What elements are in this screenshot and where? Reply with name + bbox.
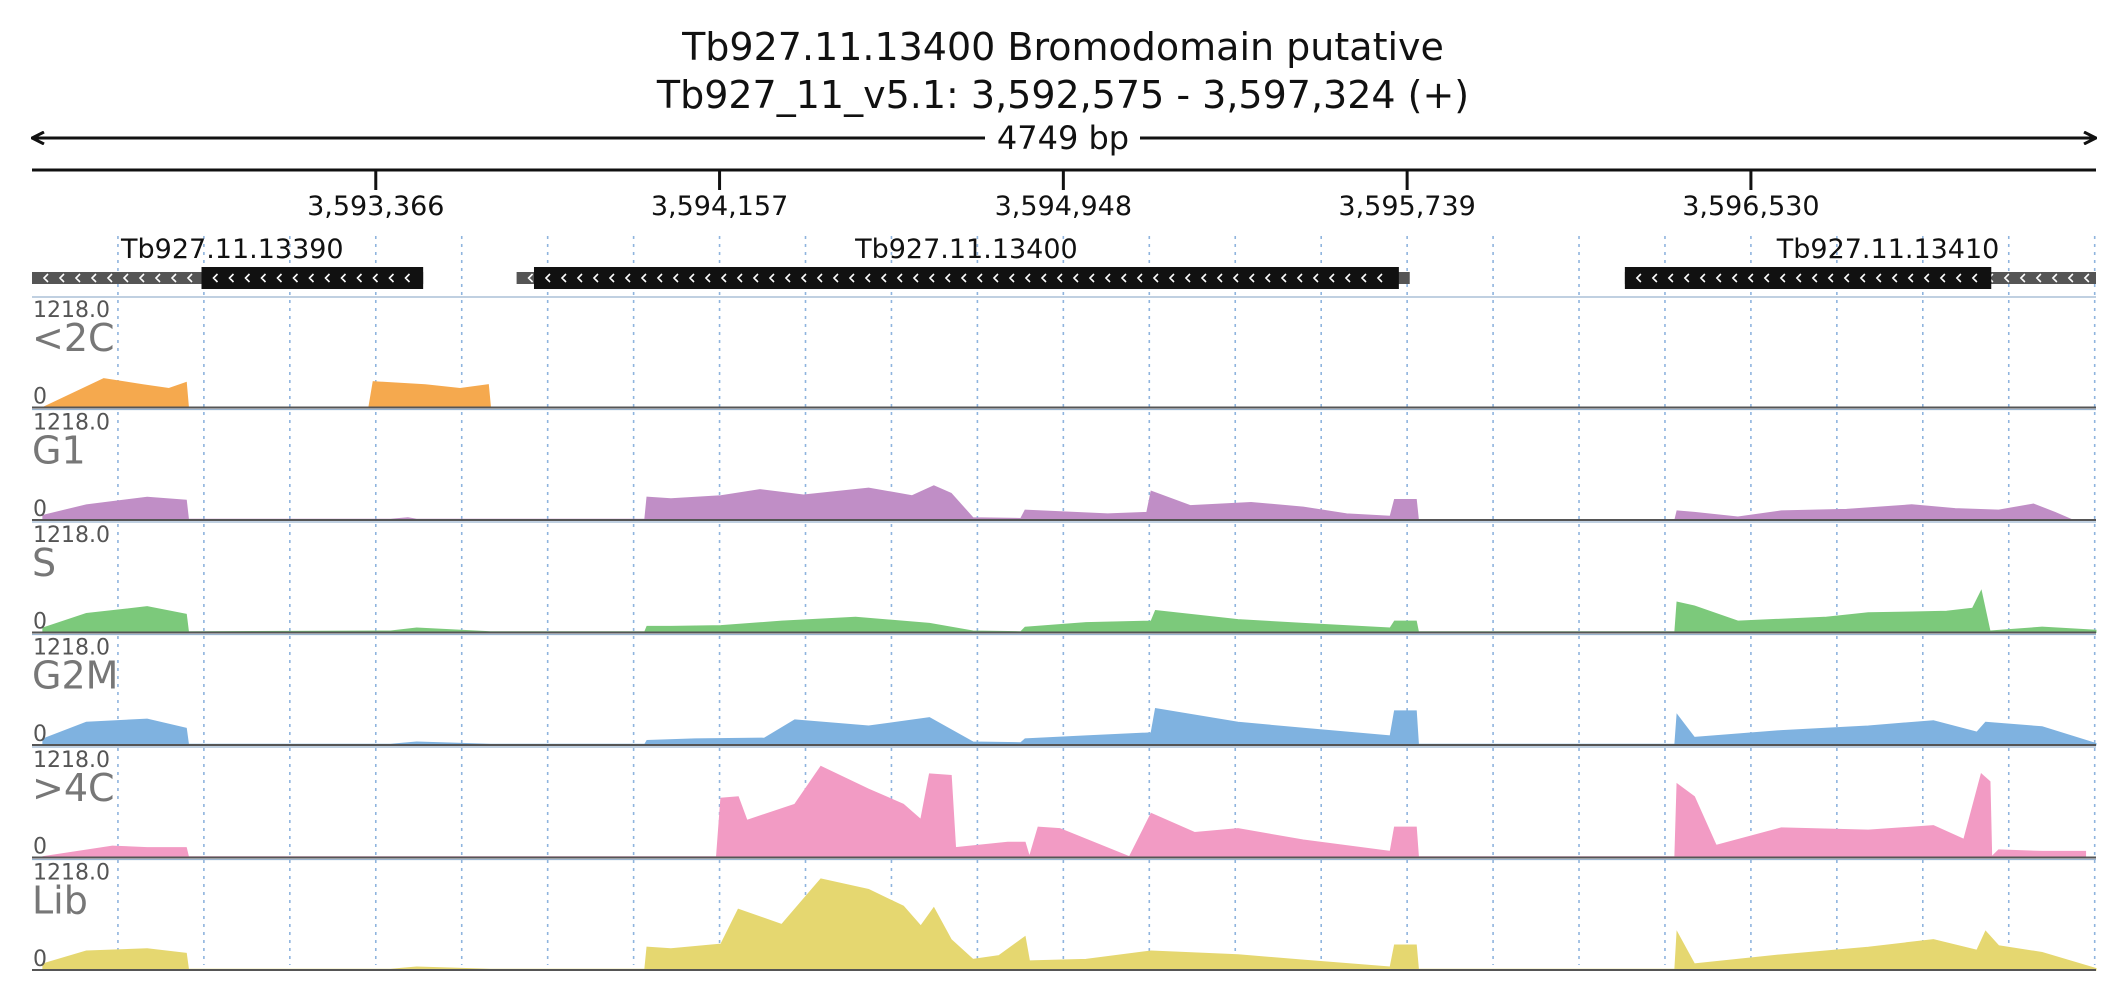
gene-model: Tb927.11.13410	[1624, 234, 2096, 289]
coverage-track: 1218.0 0 >4C	[32, 746, 2096, 860]
strand-chevrons	[544, 273, 1383, 283]
track-name: G2M	[32, 654, 118, 698]
tick-label: 3,595,739	[1338, 191, 1475, 222]
track-max-label: 1218.0	[33, 411, 110, 436]
track-zero-label: 0	[33, 947, 47, 972]
length-arrow: 4749 bp	[32, 119, 2096, 157]
track-max-label: 1218.0	[33, 298, 110, 323]
coverage-tracks: 1218.00<2C1218.00G11218.00S1218.00G2M121…	[32, 296, 2097, 972]
coverage-area	[42, 485, 2073, 521]
coverage-track: 1218.0 0 <2C	[32, 296, 2096, 410]
grid-lines	[117, 236, 2096, 965]
coverage-area	[42, 707, 2097, 746]
tick-label: 3,596,530	[1682, 191, 1819, 222]
tick-label: 3,593,366	[307, 191, 444, 222]
track-max-label: 1218.0	[33, 636, 110, 661]
track-zero-label: 0	[33, 722, 47, 747]
track-max-label: 1218.0	[33, 523, 110, 548]
coverage-area	[42, 765, 2087, 859]
track-zero-label: 0	[33, 610, 47, 635]
track-name: <2C	[32, 316, 115, 360]
gene-cds	[533, 267, 1399, 289]
coverage-area	[42, 878, 2097, 971]
tick-label: 3,594,948	[995, 191, 1132, 222]
gene-track: Tb927.11.13390 Tb927.11.13400 Tb927.11.134…	[32, 234, 2096, 289]
coverage-area	[42, 378, 492, 408]
track-zero-label: 0	[33, 835, 47, 860]
gene-label: Tb927.11.13400	[854, 234, 1078, 265]
track-zero-label: 0	[33, 385, 47, 410]
track-max-label: 1218.0	[33, 748, 110, 773]
track-name: G1	[32, 429, 86, 473]
gene-label: Tb927.11.13390	[120, 234, 344, 265]
coverage-track: 1218.0 0 Lib	[32, 858, 2097, 972]
gene-cds	[1624, 267, 1992, 289]
chart-title: Tb927.11.13400 Bromodomain putative	[681, 25, 1444, 69]
strand-chevrons	[212, 273, 411, 283]
chart-subtitle: Tb927_11_v5.1: 3,592,575 - 3,597,324 (+)	[656, 73, 1469, 117]
length-label: 4749 bp	[997, 119, 1129, 157]
track-zero-label: 0	[33, 497, 47, 522]
strand-chevrons	[1635, 273, 1978, 283]
tick-label: 3,594,157	[651, 191, 788, 222]
coverage-area	[42, 589, 2097, 633]
coverage-track: 1218.0 0 G2M	[32, 633, 2097, 747]
coverage-track: 1218.0 0 G1	[32, 408, 2096, 522]
gene-model: Tb927.11.13400	[516, 234, 1410, 289]
track-max-label: 1218.0	[33, 861, 110, 886]
x-axis: 3,593,366 3,594,157 3,594,948 3,595,739 3,59…	[32, 168, 2096, 222]
track-name: S	[32, 541, 56, 585]
coverage-track: 1218.0 0 S	[32, 521, 2097, 635]
gene-model: Tb927.11.13390	[32, 234, 424, 289]
track-name: >4C	[32, 766, 115, 810]
track-name: Lib	[32, 879, 88, 923]
gene-cds	[201, 267, 424, 289]
gene-label: Tb927.11.13410	[1776, 234, 2000, 265]
